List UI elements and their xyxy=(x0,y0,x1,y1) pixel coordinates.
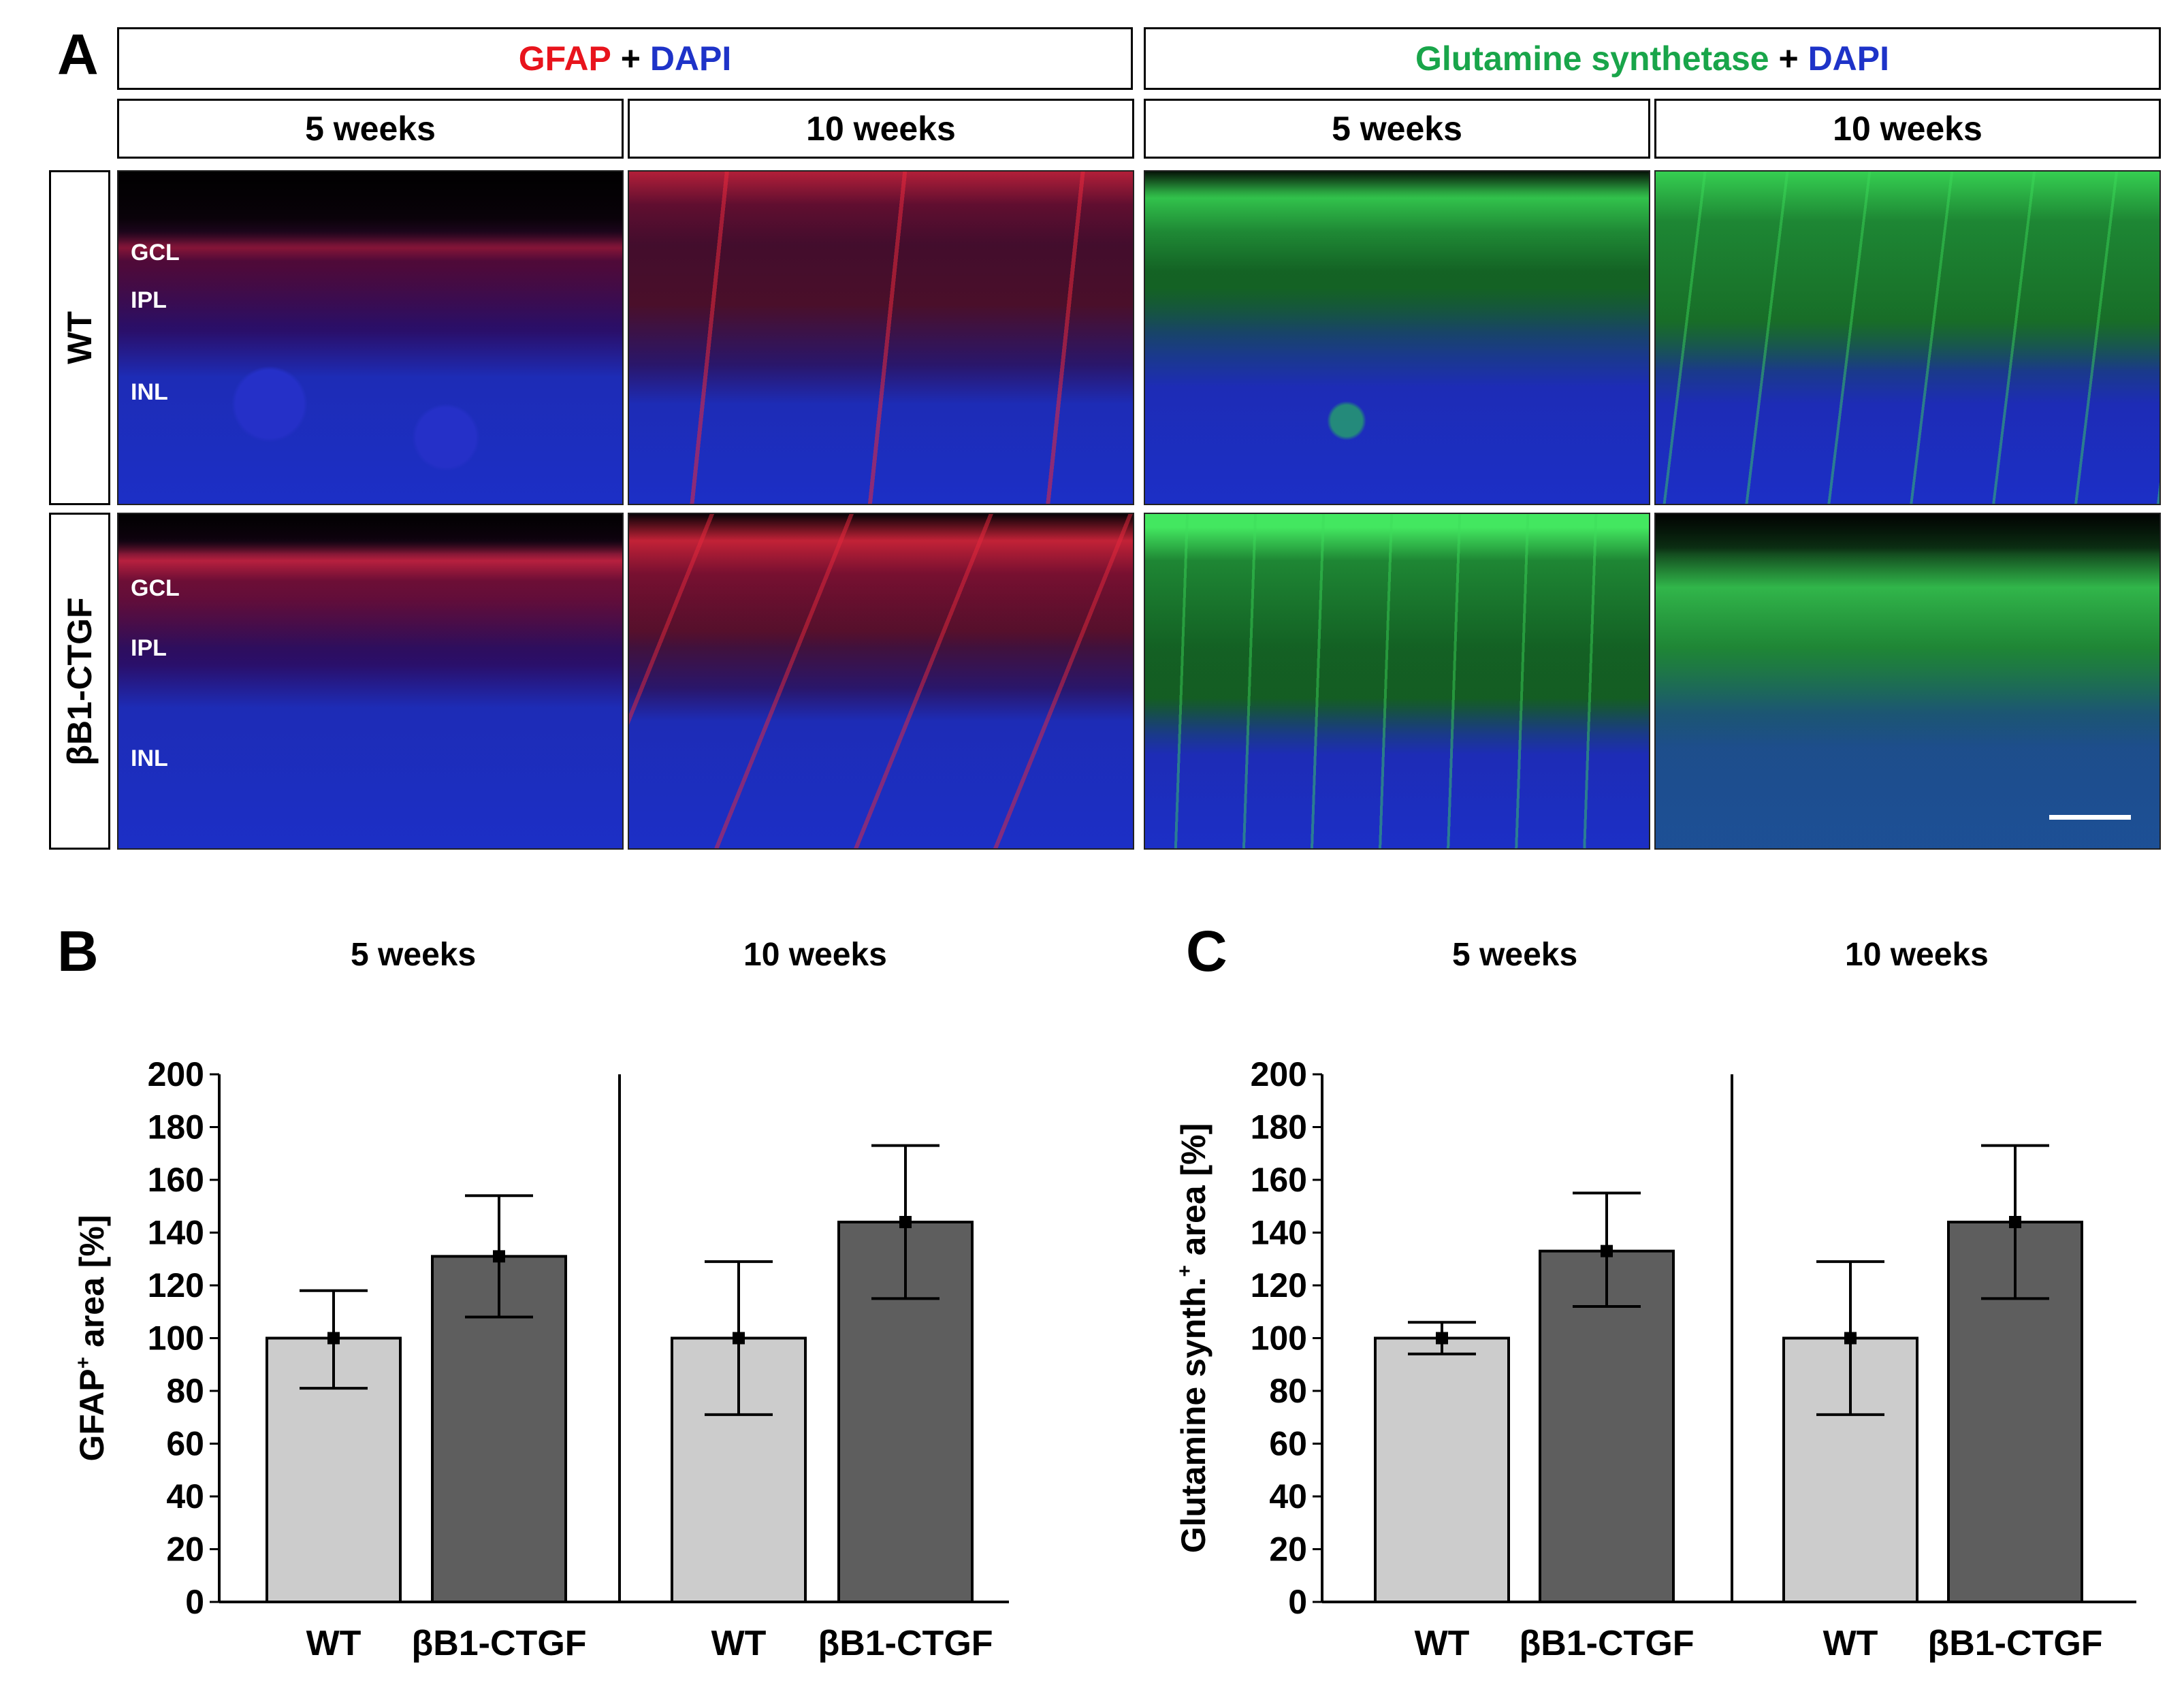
category-label: βB1-CTGF xyxy=(411,1624,586,1663)
bar xyxy=(1374,1336,1510,1603)
layer-label-inl: INL xyxy=(131,745,168,771)
layer-label-gcl: GCL xyxy=(131,575,180,601)
y-axis-label: GFAP+ area [%] xyxy=(72,1215,111,1461)
row-label-text: WT xyxy=(61,311,99,364)
micrograph-gs-ctgf-10w xyxy=(1654,513,2161,850)
micrograph-gfap-ctgf-10w xyxy=(628,513,1134,850)
panel-a-letter: A xyxy=(57,22,99,86)
y-tick-label: 20 xyxy=(1269,1530,1307,1569)
category-label: βB1-CTGF xyxy=(818,1624,993,1663)
group-label: 5 weeks xyxy=(351,937,477,973)
category-label: βB1-CTGF xyxy=(1519,1624,1694,1663)
time-header: 10 weeks xyxy=(628,99,1134,159)
time-header: 10 weeks xyxy=(1654,99,2161,159)
group-label: 5 weeks xyxy=(1452,937,1578,973)
y-tick-label: 200 xyxy=(148,1055,204,1093)
y-tick-label: 180 xyxy=(1251,1108,1307,1146)
micrograph-gs-ctgf-5w xyxy=(1144,513,1650,850)
mean-marker xyxy=(493,1250,505,1263)
mean-marker xyxy=(899,1216,912,1228)
header-gfap-dapi: GFAP + DAPI xyxy=(117,27,1133,90)
header-gfap-label: GFAP xyxy=(518,39,611,78)
y-tick-label: 0 xyxy=(1288,1583,1307,1621)
header-gs-label: Glutamine synthetase xyxy=(1415,39,1769,78)
time-header: 5 weeks xyxy=(1144,99,1650,159)
group-label: 10 weeks xyxy=(743,937,887,973)
y-axis-label: Glutamine synth.+ area [%] xyxy=(1174,1123,1213,1554)
micrograph-gfap-ctgf-5w: GCL IPL INL xyxy=(117,513,624,850)
y-tick-label: 0 xyxy=(185,1583,204,1621)
category-label: WT xyxy=(1823,1624,1878,1663)
y-tick-label: 20 xyxy=(166,1530,204,1569)
row-label-text: βB1-CTGF xyxy=(61,596,99,766)
header-dapi-label: DAPI xyxy=(649,39,732,78)
layer-label-ipl: IPL xyxy=(131,635,167,661)
category-label: WT xyxy=(711,1624,767,1663)
micrograph-gfap-wt-10w xyxy=(628,170,1134,505)
time-header: 5 weeks xyxy=(117,99,624,159)
category-label: WT xyxy=(1415,1624,1470,1663)
y-tick-label: 180 xyxy=(148,1108,204,1146)
layer-label-gcl: GCL xyxy=(131,240,180,266)
row-label-ctgf: βB1-CTGF xyxy=(49,513,110,850)
micrograph-gs-wt-5w xyxy=(1144,170,1650,505)
mean-marker xyxy=(1601,1245,1613,1257)
category-label: βB1-CTGF xyxy=(1927,1624,2102,1663)
layer-label-inl: INL xyxy=(131,379,168,405)
y-tick-label: 80 xyxy=(1269,1372,1307,1410)
header-dapi-label: DAPI xyxy=(1808,39,1890,78)
mean-marker xyxy=(2009,1216,2021,1228)
y-tick-label: 40 xyxy=(1269,1477,1307,1515)
row-label-wt: WT xyxy=(49,170,110,505)
group-label: 10 weeks xyxy=(1845,937,1989,973)
panel-c-letter: C xyxy=(1186,919,1227,983)
y-tick-label: 120 xyxy=(1251,1266,1307,1304)
mean-marker xyxy=(1436,1332,1448,1345)
header-gs-dapi: Glutamine synthetase + DAPI xyxy=(1144,27,2161,90)
mean-marker xyxy=(1844,1332,1857,1345)
mean-marker xyxy=(327,1332,340,1345)
category-label: WT xyxy=(306,1624,362,1663)
y-tick-label: 60 xyxy=(166,1425,204,1463)
scale-bar xyxy=(2049,815,2131,820)
y-tick-label: 200 xyxy=(1251,1055,1307,1093)
y-tick-label: 120 xyxy=(148,1266,204,1304)
y-tick-label: 160 xyxy=(148,1161,204,1199)
y-tick-label: 100 xyxy=(148,1319,204,1358)
y-tick-label: 140 xyxy=(1251,1214,1307,1252)
y-tick-label: 80 xyxy=(166,1372,204,1410)
micrograph-gs-wt-10w xyxy=(1654,170,2161,505)
y-tick-label: 60 xyxy=(1269,1425,1307,1463)
chart-c: 0 20 40 60 80 100 120 140 160 180 200 Glutamine syn… xyxy=(1174,1055,2136,1663)
chart-b: 0 20 40 60 80 100 120 140 160 180 200 GFAP+ area [%… xyxy=(72,1055,1009,1663)
header-plus: + xyxy=(611,39,650,78)
panel-b-letter: B xyxy=(57,919,99,983)
y-tick-label: 40 xyxy=(166,1477,204,1515)
mean-marker xyxy=(733,1332,745,1345)
header-plus: + xyxy=(1769,39,1808,78)
layer-label-ipl: IPL xyxy=(131,287,167,313)
y-tick-label: 140 xyxy=(148,1214,204,1252)
y-tick-label: 100 xyxy=(1251,1319,1307,1358)
y-tick-label: 160 xyxy=(1251,1161,1307,1199)
micrograph-gfap-wt-5w: GCL IPL INL xyxy=(117,170,624,505)
